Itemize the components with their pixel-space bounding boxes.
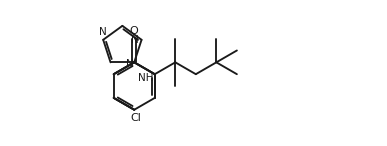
Text: N: N [125, 59, 133, 68]
Text: NH: NH [138, 73, 153, 82]
Text: N: N [131, 35, 139, 45]
Text: N: N [99, 27, 107, 37]
Text: Cl: Cl [130, 113, 141, 123]
Text: O: O [130, 26, 139, 36]
